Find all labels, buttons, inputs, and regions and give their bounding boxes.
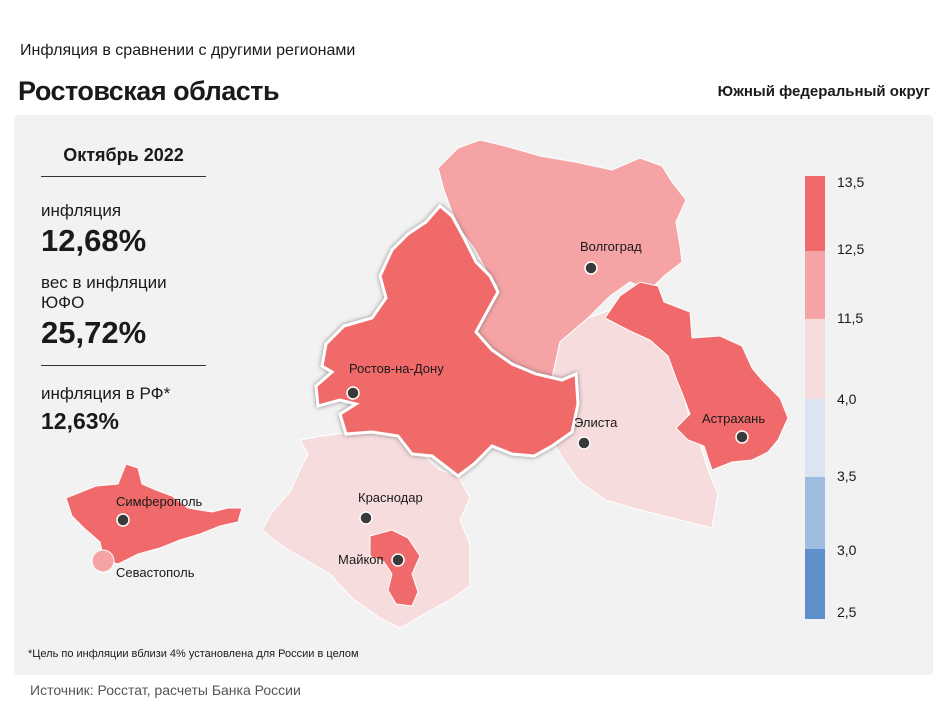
city-marker-krasnodar [359, 511, 373, 525]
city-label-simferopol: Симферополь [116, 494, 203, 509]
stats-divider [41, 365, 206, 366]
legend-label: 4,0 [837, 391, 857, 407]
legend-label: 3,0 [837, 542, 857, 558]
legend-swatch [805, 399, 825, 477]
source-note: Источник: Росстат, расчеты Банка России [30, 682, 301, 698]
region-sevastopol [91, 549, 115, 573]
federal-district-label: Южный федеральный округ [717, 83, 930, 100]
city-marker-volgograd [584, 261, 598, 275]
city-label-krasnodar: Краснодар [358, 490, 423, 505]
legend-swatch [805, 549, 825, 619]
footnote: *Цель по инфляции вблизи 4% установлена … [28, 648, 359, 660]
region-rostov [314, 203, 580, 478]
weight-label: вес в инфляции ЮФО [41, 273, 167, 312]
city-label-maykop: Майкоп [338, 552, 384, 567]
city-marker-astrakhan [735, 430, 749, 444]
stats-panel: Октябрь 2022 инфляция 12,68% вес в инфля… [41, 145, 206, 435]
city-marker-elista [577, 436, 591, 450]
city-label-volgograd: Волгоград [580, 239, 642, 254]
russia-inflation-value: 12,63% [41, 408, 120, 434]
city-marker-maykop [391, 553, 405, 567]
legend-label: 11,5 [837, 310, 864, 326]
city-marker-simferopol [116, 513, 130, 527]
city-label-elista: Элиста [574, 415, 618, 430]
region-title: Ростовская область [18, 76, 280, 106]
legend-swatch [805, 477, 825, 549]
region-adygea [369, 529, 421, 607]
city-label-rostov: Ростов-на-Дону [349, 361, 444, 376]
legend-label: 13,5 [837, 174, 865, 190]
city-marker-rostov [346, 386, 360, 400]
legend-label: 12,5 [837, 241, 865, 257]
city-label-sevastopol: Севастополь [116, 565, 195, 580]
legend-swatch [805, 319, 825, 399]
legend-label: 2,5 [837, 604, 857, 620]
legend-swatch [805, 251, 825, 319]
russia-inflation-label: инфляция в РФ* [41, 384, 171, 403]
city-label-astrakhan: Астрахань [702, 411, 765, 426]
legend-swatch [805, 176, 825, 251]
inflation-value: 12,68% [41, 223, 147, 258]
chart-subtitle: Инфляция в сравнении с другими регионами [20, 42, 356, 59]
weight-value: 25,72% [41, 315, 147, 350]
region-astrakhan [604, 281, 789, 471]
period-label: Октябрь 2022 [41, 145, 206, 177]
legend-label: 3,5 [837, 468, 857, 484]
inflation-label: инфляция [41, 201, 122, 220]
